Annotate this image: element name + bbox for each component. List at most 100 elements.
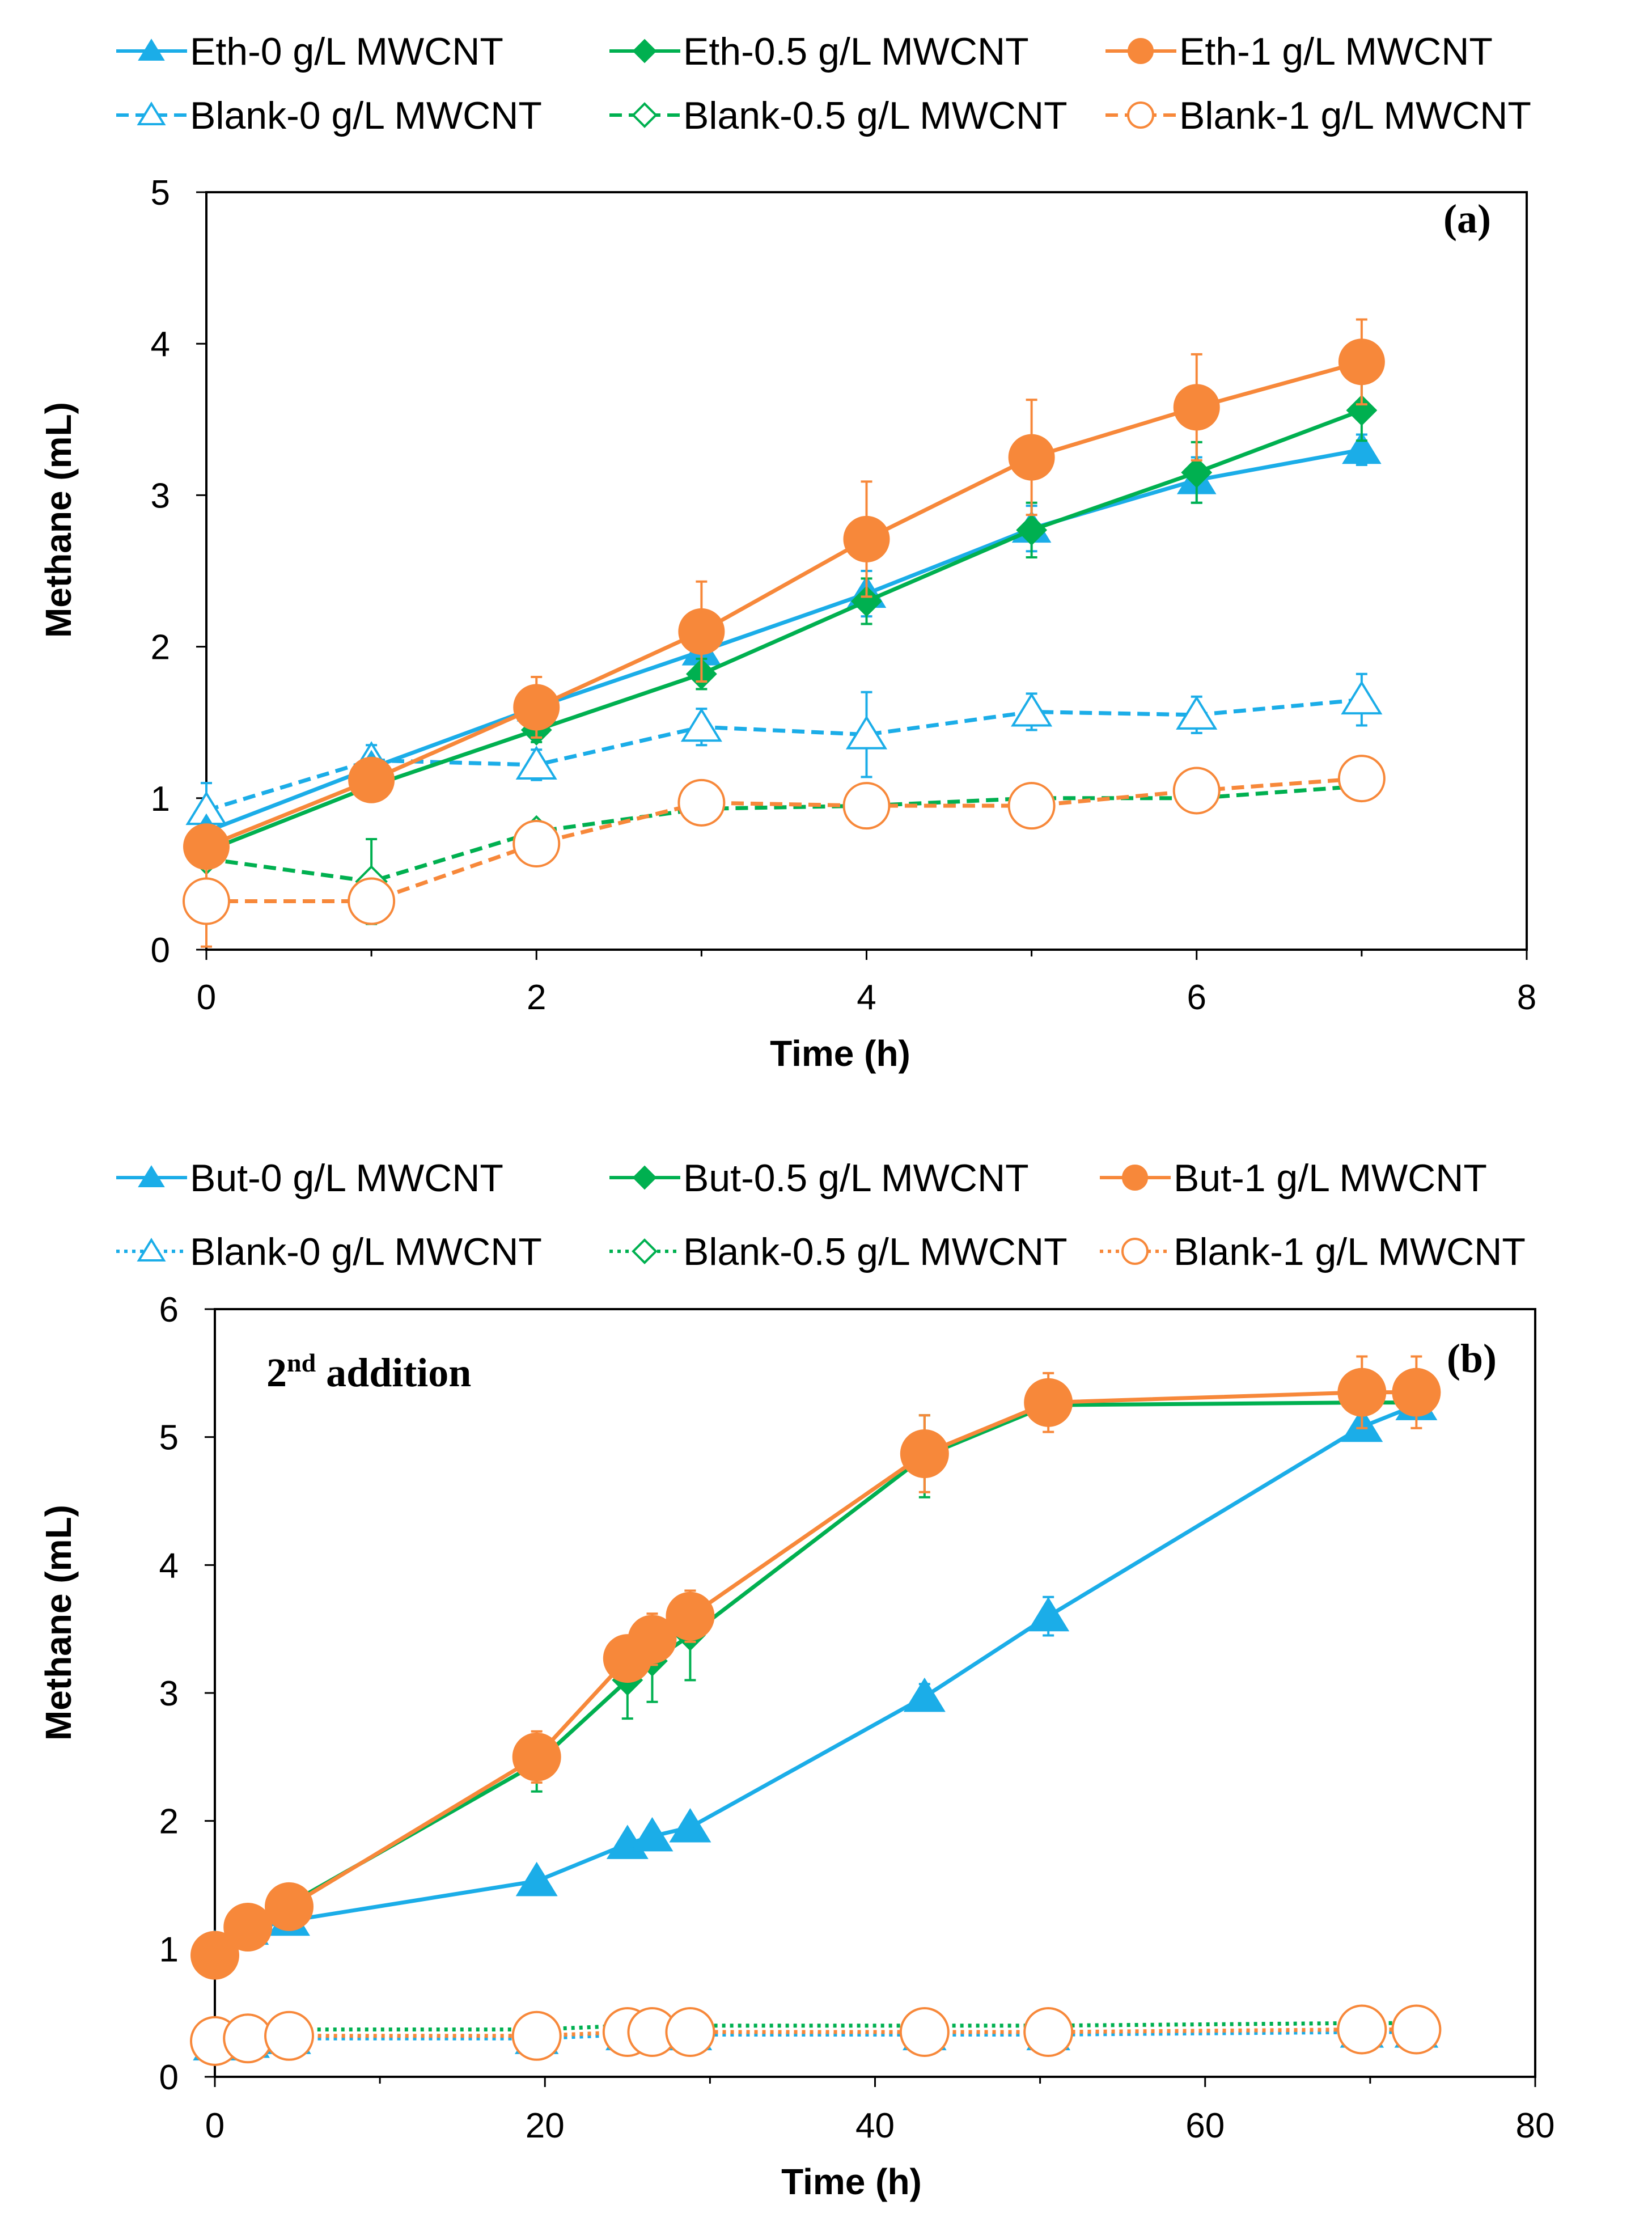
data-point	[1391, 2004, 1442, 2055]
y-tick-label: 5	[159, 1419, 179, 1458]
data-point	[665, 2007, 715, 2058]
data-point	[900, 1429, 949, 1479]
data-point	[190, 1931, 239, 1980]
y-tick-label: 6	[159, 1290, 179, 1330]
annotation: 2nd addition	[266, 1348, 471, 1395]
y-tick-label: 1	[159, 1930, 179, 1969]
data-point	[513, 684, 560, 731]
y-tick-label: 0	[151, 931, 170, 970]
x-tick-label: 2	[527, 978, 546, 1017]
y-tick-label: 2	[151, 628, 170, 667]
data-point	[628, 1615, 677, 1664]
series-blank-0-g-l-mwcnt	[193, 2012, 1439, 2061]
data-point	[1024, 1378, 1073, 1427]
x-tick-label: 6	[1187, 978, 1206, 1017]
data-point	[1173, 384, 1220, 431]
x-tick-label: 4	[857, 978, 876, 1017]
data-point	[845, 715, 888, 750]
data-point	[511, 2010, 562, 2061]
legend-label: But-0 g/L MWCNT	[190, 1157, 503, 1200]
panel-label: (a)	[1443, 196, 1491, 242]
series-blank-0-g-l-mwcnt	[185, 672, 1383, 839]
series-line	[213, 1390, 1417, 1957]
series-line	[206, 784, 1362, 884]
legend-entry: Eth-0.5 g/L MWCNT	[609, 30, 1029, 73]
x-tick-label: 40	[855, 2106, 895, 2145]
data-point	[1338, 338, 1385, 386]
x-tick-label: 80	[1516, 2106, 1555, 2145]
data-point	[1346, 395, 1378, 426]
legend-marker-circle	[1121, 1238, 1149, 1265]
annotation-superscript: nd	[287, 1348, 316, 1377]
x-tick-label: 0	[205, 2106, 224, 2145]
data-point	[1007, 782, 1056, 830]
y-tick-label: 2	[159, 1802, 179, 1842]
legend-marker-circle	[1128, 38, 1154, 64]
legend-marker-triangle	[137, 101, 166, 125]
x-axis-label: Time (h)	[781, 2161, 922, 2202]
y-tick-label: 4	[151, 325, 170, 364]
series-blank-1-g-l-mwcnt	[183, 755, 1386, 948]
legend-entry: Eth-1 g/L MWCNT	[1105, 30, 1493, 73]
annotation-text: addition	[316, 1350, 471, 1395]
data-point	[666, 1591, 715, 1641]
data-point	[680, 708, 722, 742]
chart-a: Eth-0 g/L MWCNT Eth-0.5 g/L MWCNT Eth-1 g/…	[38, 30, 1536, 1074]
legend-marker-diamond	[632, 1165, 657, 1190]
data-point	[1337, 1368, 1387, 1417]
data-point	[678, 608, 725, 655]
data-point	[348, 756, 395, 803]
legend-marker-diamond	[632, 1238, 658, 1264]
series-blank-1-g-l-mwcnt	[190, 2004, 1442, 2066]
data-point	[1341, 680, 1383, 715]
series-line	[214, 1403, 1417, 1951]
data-point	[903, 1677, 946, 1712]
legend-entry: Blank-1 g/L MWCNT	[1100, 1230, 1526, 1273]
series-line	[214, 2027, 1417, 2043]
y-tick-label: 4	[159, 1546, 179, 1585]
data-point	[512, 1732, 561, 1781]
plot-frame	[214, 1308, 1536, 2078]
data-point	[677, 778, 726, 827]
data-point	[1011, 692, 1053, 727]
x-tick-label: 0	[197, 978, 216, 1017]
data-point	[669, 1808, 711, 1843]
data-point	[265, 1882, 314, 1931]
legend-entry: But-0 g/L MWCNT	[116, 1157, 503, 1200]
series-line	[205, 359, 1362, 849]
y-axis-label: Methane (mL)	[38, 1505, 79, 1741]
legend-entry: Blank-1 g/L MWCNT	[1105, 94, 1531, 137]
legend-marker-triangle	[138, 1165, 165, 1187]
legend-marker-circle	[1122, 1165, 1148, 1191]
data-point	[512, 819, 561, 867]
y-tick-label: 0	[159, 2058, 179, 2097]
legend-entry: Blank-0.5 g/L MWCNT	[609, 94, 1068, 137]
series-but-1-g-l-mwcnt	[190, 1355, 1441, 1980]
series-line	[214, 2030, 1417, 2047]
series-but-0-g-l-mwcnt	[194, 1386, 1438, 1964]
data-point	[1337, 2004, 1387, 2055]
y-axis-label: Methane (mL)	[38, 402, 79, 638]
x-tick-label: 60	[1185, 2106, 1225, 2145]
series-line	[205, 447, 1362, 833]
series-line	[205, 408, 1363, 853]
series-line	[214, 2021, 1417, 2041]
legend-label: Blank-0 g/L MWCNT	[190, 94, 542, 137]
legend-marker-triangle	[138, 39, 165, 61]
data-point	[851, 586, 882, 617]
series-line	[206, 776, 1362, 903]
data-point	[183, 823, 230, 870]
chart-b: But-0 g/L MWCNT But-0.5 g/L MWCNT But-1 g/…	[38, 1157, 1554, 2202]
data-point	[348, 877, 396, 925]
legend-label: Blank-0 g/L MWCNT	[190, 1230, 542, 1273]
series-but-0-5-g-l-mwcnt	[199, 1387, 1432, 1965]
annotation-number: 2	[266, 1350, 287, 1395]
data-point	[183, 877, 230, 925]
series-line	[213, 1400, 1417, 1951]
x-tick-label: 20	[526, 2106, 565, 2145]
data-point	[631, 1817, 673, 1852]
data-point	[1392, 1368, 1441, 1417]
legend-label: Eth-1 g/L MWCNT	[1179, 30, 1493, 73]
data-point	[515, 1861, 558, 1897]
